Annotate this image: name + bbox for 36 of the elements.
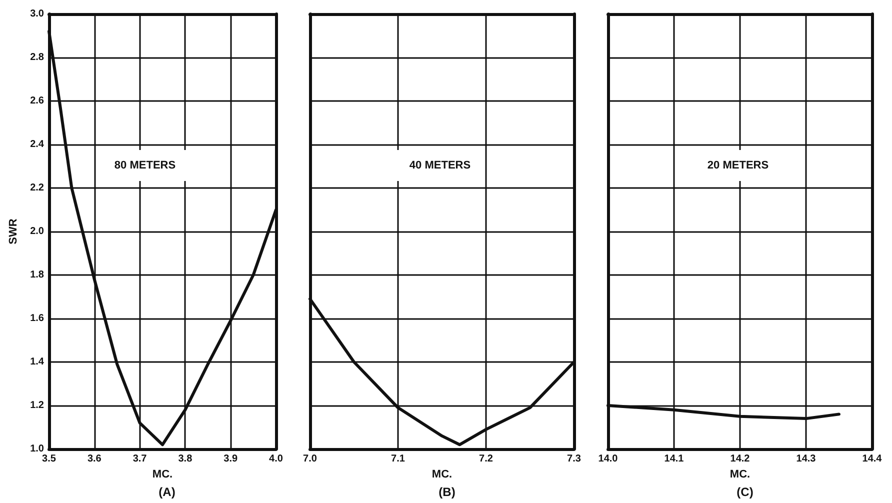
x-tick-label: 3.5: [42, 454, 56, 464]
text: (A): [158, 485, 176, 499]
y-tick-label: 2.2: [30, 182, 44, 194]
y-tick-label: 1.6: [30, 313, 44, 324]
x-tick-label: 14.2: [730, 454, 750, 464]
x-tick-label: 7.3: [567, 454, 582, 464]
x-tick-label: 7.1: [391, 454, 406, 464]
y-tick-label: 1.4: [30, 356, 44, 368]
x-tick-label: 3.9: [224, 454, 238, 464]
x-tick-label: 3.6: [87, 454, 102, 464]
x-tick-label: 14.1: [664, 454, 684, 464]
x-tick-label: 3.8: [178, 454, 193, 464]
x-tick-label: 3.7: [132, 454, 148, 464]
annotation: 20 METERS: [707, 160, 769, 172]
y-tick-label: 2.4: [30, 139, 44, 150]
x-axis-title: MC.: [432, 468, 452, 480]
x-tick-label: 14.4: [862, 454, 882, 464]
y-tick-label: 2.6: [30, 96, 44, 106]
x-tick-label: 4.0: [269, 454, 284, 464]
x-tick-label: 7.2: [479, 454, 494, 464]
y-axis-title: SWR: [8, 218, 20, 244]
text: (C): [736, 485, 754, 499]
x-axis-title: MC.: [730, 468, 750, 480]
x-axis-title: MC.: [152, 468, 173, 480]
x-tick-label: 14.3: [796, 454, 816, 464]
y-tick-label: 2.8: [30, 52, 44, 63]
x-tick-label: 7.0: [303, 454, 318, 464]
y-tick-label: 2.0: [30, 226, 44, 237]
text: (B): [438, 485, 456, 499]
y-tick-label: 3.0: [30, 8, 44, 20]
y-tick-label: 1.8: [30, 270, 44, 280]
x-tick-label: 14.0: [598, 454, 618, 464]
y-tick-label: 1.2: [30, 400, 44, 411]
annotation: 80 METERS: [114, 160, 176, 172]
annotation: 40 METERS: [409, 160, 471, 172]
y-tick-label: 1.0: [30, 444, 44, 454]
